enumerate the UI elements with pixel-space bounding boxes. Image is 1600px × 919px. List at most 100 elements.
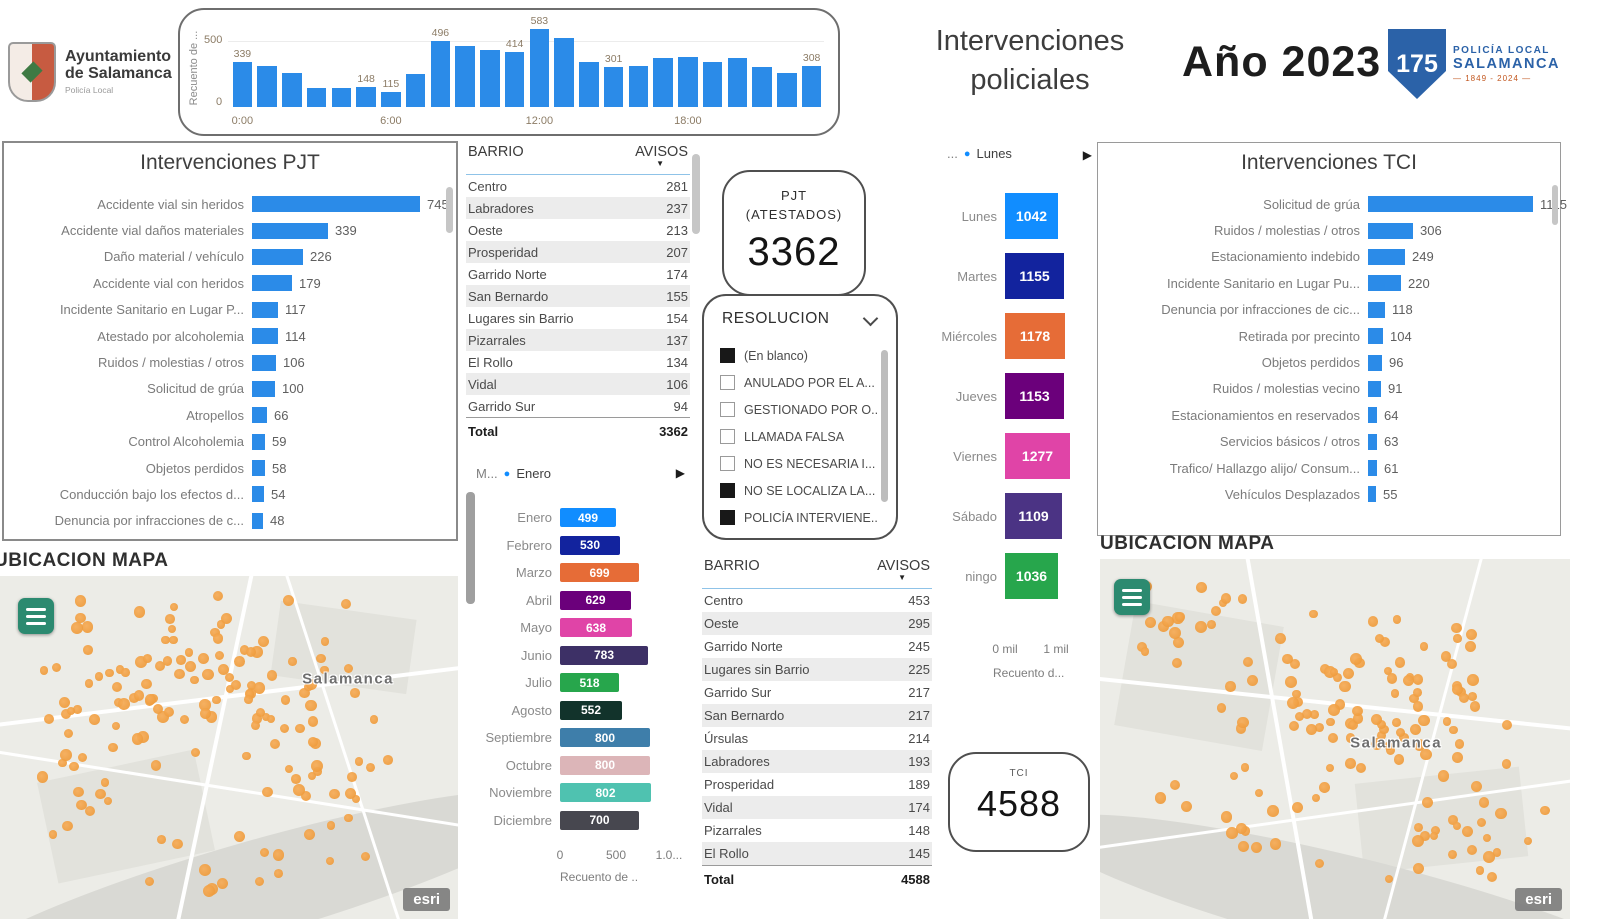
incident-dot[interactable] <box>1385 745 1395 756</box>
incident-dot[interactable] <box>1492 848 1502 857</box>
incident-dot[interactable] <box>131 733 144 745</box>
weekday-bar[interactable]: 1155 <box>1005 253 1064 299</box>
incident-dot[interactable] <box>180 714 190 724</box>
pjt-locations-map[interactable]: Salamanca esri <box>0 576 458 919</box>
incident-dot[interactable] <box>1399 732 1409 742</box>
month-bar[interactable]: 699 <box>560 563 639 583</box>
table-row[interactable]: Labradores 193 <box>702 750 932 773</box>
bar[interactable] <box>252 328 278 345</box>
incident-dot[interactable] <box>1458 692 1470 704</box>
incident-dot[interactable] <box>190 747 201 758</box>
incident-dot[interactable] <box>1140 647 1149 656</box>
bar[interactable] <box>252 248 303 265</box>
incident-dot[interactable] <box>1370 714 1382 726</box>
incident-dot[interactable] <box>71 622 83 634</box>
incident-dot[interactable] <box>172 839 183 850</box>
incident-dot[interactable] <box>1334 699 1346 711</box>
incident-dot[interactable] <box>39 666 48 675</box>
incident-dot[interactable] <box>243 694 253 704</box>
incident-dot[interactable] <box>217 878 229 890</box>
incident-dot[interactable] <box>350 688 360 699</box>
bar[interactable] <box>252 512 263 529</box>
incident-dot[interactable] <box>169 603 178 612</box>
table-row[interactable]: Lugares sin Barrio 154 <box>466 307 690 329</box>
incident-dot[interactable] <box>1384 741 1393 751</box>
table-row[interactable]: Vidal 106 <box>466 373 690 395</box>
bar-row[interactable]: Ruidos / molestias / otros 306 <box>1104 217 1550 243</box>
month-bar[interactable]: 499 <box>560 508 616 528</box>
incident-dot[interactable] <box>254 876 264 886</box>
header-avisos[interactable]: AVISOS <box>635 144 688 160</box>
incident-dot[interactable] <box>81 621 94 633</box>
hour-bar[interactable] <box>232 62 253 107</box>
incident-dot[interactable] <box>218 663 229 675</box>
hour-bar[interactable] <box>752 67 772 107</box>
incident-dot[interactable] <box>1384 874 1393 884</box>
bar-row[interactable]: Atestado por alcoholemia 114 <box>10 323 444 349</box>
bar-row[interactable]: Estacionamiento indebido 249 <box>1104 244 1550 270</box>
bar-row[interactable]: Ruidos / molestias vecino 91 <box>1104 376 1550 402</box>
incident-dot[interactable] <box>280 695 291 705</box>
incident-dot[interactable] <box>1450 622 1462 634</box>
incident-dot[interactable] <box>1291 802 1303 814</box>
bar[interactable] <box>1368 222 1413 239</box>
incident-dot[interactable] <box>1448 849 1458 859</box>
bar-row[interactable]: Atropellos 66 <box>10 402 444 428</box>
incident-dot[interactable] <box>1301 709 1313 720</box>
month-bar[interactable]: 552 <box>560 700 622 720</box>
checkbox-icon[interactable] <box>720 348 735 363</box>
bar[interactable] <box>252 486 264 503</box>
incident-dot[interactable] <box>1220 592 1232 604</box>
incident-dot[interactable] <box>134 606 146 618</box>
incident-dot[interactable] <box>1154 792 1167 804</box>
incident-dot[interactable] <box>1377 731 1386 741</box>
hour-bar[interactable] <box>430 41 451 107</box>
bar[interactable] <box>1368 328 1383 345</box>
incident-dot[interactable] <box>344 788 356 800</box>
incident-dot[interactable] <box>1158 620 1169 632</box>
legend-next-arrow-icon[interactable]: ▶ <box>1082 148 1092 162</box>
incident-dot[interactable] <box>1430 825 1441 836</box>
incident-dot[interactable] <box>58 758 67 768</box>
incident-dot[interactable] <box>295 723 306 734</box>
incident-dot[interactable] <box>261 712 270 721</box>
bar[interactable] <box>252 354 276 371</box>
table-row[interactable]: San Bernardo 217 <box>702 704 932 727</box>
bar-row[interactable]: Servicios básicos / otros 63 <box>1104 429 1550 455</box>
table-row[interactable]: Oeste 213 <box>466 219 690 241</box>
incident-dot[interactable] <box>1238 840 1250 852</box>
checkbox-icon[interactable] <box>720 429 735 444</box>
incident-dot[interactable] <box>36 771 48 783</box>
incident-dot[interactable] <box>1412 688 1422 697</box>
incident-dot[interactable] <box>244 688 255 699</box>
table-row[interactable]: Garrido Norte 245 <box>702 635 932 658</box>
incident-dot[interactable] <box>1225 681 1236 692</box>
incident-dot[interactable] <box>1226 827 1238 839</box>
incident-dot[interactable] <box>1501 759 1512 769</box>
incident-dot[interactable] <box>212 695 221 705</box>
bar[interactable] <box>252 301 278 318</box>
incident-dot[interactable] <box>184 648 194 657</box>
incident-dot[interactable] <box>340 598 352 609</box>
incident-dot[interactable] <box>1325 717 1335 727</box>
weekday-row[interactable]: ningo 1036 <box>935 546 1098 606</box>
incident-dot[interactable] <box>1240 762 1250 772</box>
hour-bar[interactable] <box>405 74 426 107</box>
incident-dot[interactable] <box>361 851 371 861</box>
incident-dot[interactable] <box>344 813 353 823</box>
incident-dot[interactable] <box>1466 629 1478 641</box>
incident-dot[interactable] <box>382 755 393 766</box>
slicer-option[interactable]: ANULADO POR EL A... <box>720 369 878 396</box>
incident-dot[interactable] <box>1413 738 1426 751</box>
incident-dot[interactable] <box>1453 634 1462 643</box>
incident-dot[interactable] <box>1420 749 1432 761</box>
bar[interactable] <box>1368 248 1405 265</box>
weekday-bar[interactable]: 1277 <box>1005 433 1070 479</box>
map-menu-button[interactable] <box>1114 579 1150 615</box>
incident-dot[interactable] <box>304 829 316 841</box>
bar[interactable] <box>1368 486 1376 503</box>
bar[interactable] <box>1368 433 1377 450</box>
incident-dot[interactable] <box>1478 797 1490 809</box>
incident-dot[interactable] <box>301 790 312 801</box>
bar-row[interactable]: Incidente Sanitario en Lugar P... 117 <box>10 297 444 323</box>
